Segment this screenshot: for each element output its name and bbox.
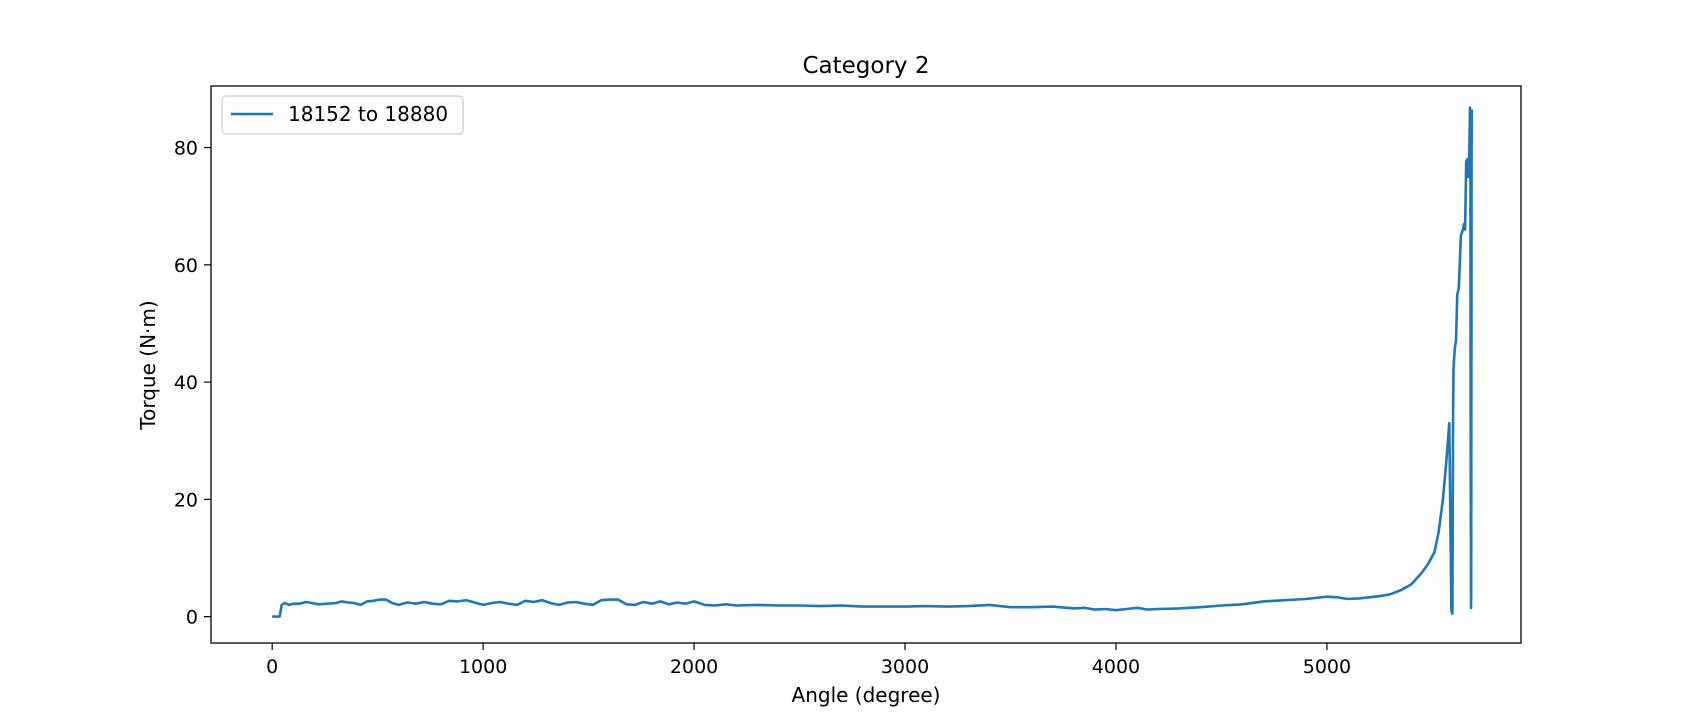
x-tick-label: 2000 [670, 656, 718, 678]
series-line [272, 106, 1474, 618]
y-tick-label: 0 [186, 607, 198, 629]
chart-title: Category 2 [802, 53, 929, 79]
plot-frame [210, 85, 1522, 644]
y-tick-label: 40 [174, 372, 198, 394]
legend-entry: 18152 to 18880 [288, 102, 448, 126]
y-axis-ticks: 0 20 40 60 80 [174, 138, 211, 629]
y-tick-label: 80 [174, 138, 198, 160]
x-axis-label: Angle (degree) [792, 683, 941, 707]
legend: 18152 to 18880 [221, 95, 464, 135]
x-tick-label: 0 [266, 656, 278, 678]
legend-box [221, 95, 464, 135]
x-tick-label: 1000 [459, 656, 507, 678]
x-axis-ticks: 0 1000 2000 3000 4000 5000 [266, 643, 1351, 678]
y-tick-label: 60 [174, 255, 198, 277]
x-tick-label: 4000 [1092, 656, 1140, 678]
y-tick-label: 20 [174, 489, 198, 511]
y-axis-label: Torque (N·m) [136, 300, 160, 430]
plot-area [210, 85, 1522, 644]
x-tick-label: 3000 [881, 656, 929, 678]
x-tick-label: 5000 [1303, 656, 1351, 678]
